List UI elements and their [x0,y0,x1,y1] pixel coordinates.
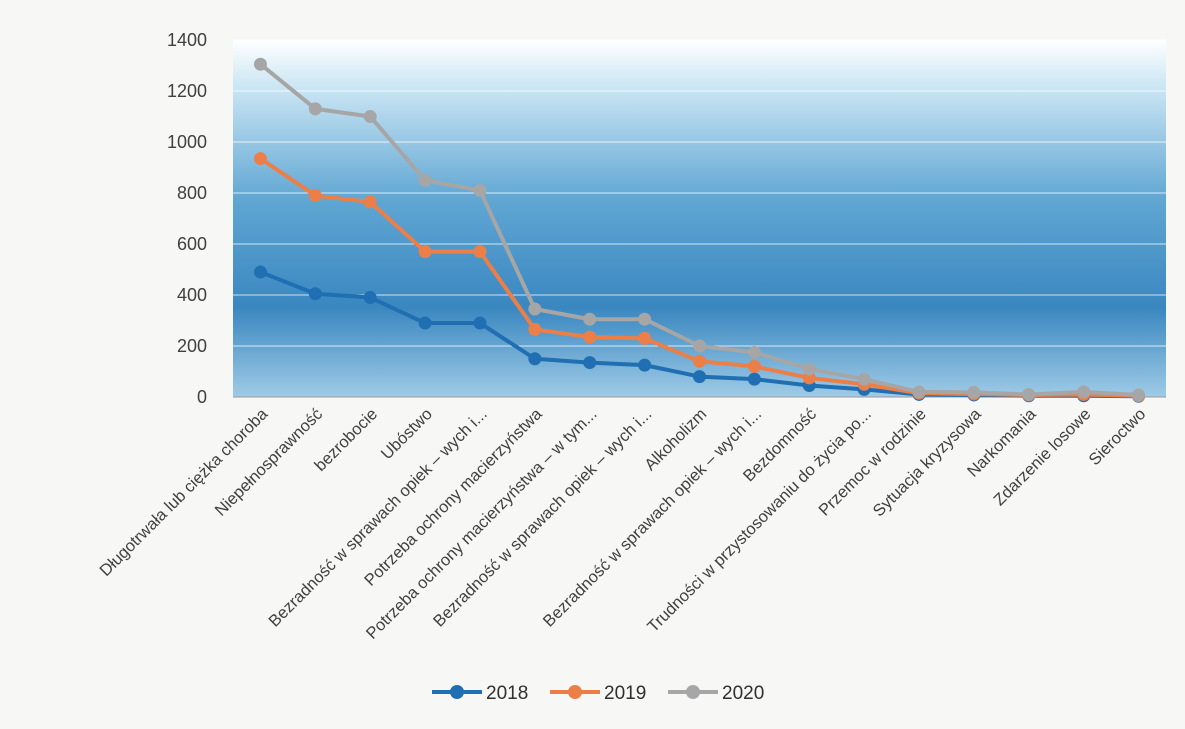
data-point [253,57,267,71]
data-point [693,339,706,353]
data-point [253,152,267,166]
legend-swatch-marker [568,685,582,699]
data-point [473,316,487,330]
y-axis: 0 200 400 600 800 1000 1200 1400 [167,30,207,407]
data-point [253,265,267,279]
data-point [363,291,377,305]
y-tick-label: 600 [177,234,207,254]
x-tick-label: Niepełnosprawność [212,405,327,520]
data-point [363,195,377,209]
y-tick-label: 1400 [167,30,207,50]
y-tick-label: 200 [177,336,207,356]
legend: 2018 2019 2020 [432,683,764,704]
data-point [308,189,322,203]
legend-item-2018: 2018 [432,683,528,704]
data-point [967,385,981,399]
x-tick-label: Przemoc w rodzinie [815,405,930,520]
y-tick-label: 1200 [167,81,207,101]
legend-label: 2018 [486,683,528,704]
x-tick-label: Sytuacja kryzysowa [870,405,986,521]
data-point [747,345,761,359]
data-point [1132,388,1146,402]
legend-item-2020: 2020 [668,683,764,704]
data-point [912,385,926,399]
data-point [1022,387,1036,401]
legend-swatch-marker [686,685,700,699]
data-point [363,110,377,123]
data-point [747,359,761,373]
series-2020 [253,57,1146,402]
data-point [583,330,597,344]
data-point [857,372,871,386]
data-point [528,302,542,316]
data-point [638,312,652,326]
data-point [802,362,816,376]
data-point [693,370,706,384]
y-tick-label: 800 [177,183,207,203]
data-point [473,245,487,259]
data-point [473,183,487,197]
data-point [418,173,432,187]
data-point [418,245,432,259]
legend-label: 2020 [722,683,764,704]
legend-swatch-marker [450,685,464,699]
series-lines [253,57,1146,403]
y-tick-label: 400 [177,285,207,305]
data-point [1077,385,1091,399]
data-point [308,287,322,301]
y-tick-label: 1000 [167,132,207,152]
data-point [747,372,761,386]
data-point [528,322,542,336]
data-point [693,354,706,368]
data-point [638,358,652,372]
data-point [638,331,652,345]
data-point [418,316,432,330]
data-point [528,352,542,366]
y-tick-label: 0 [197,387,207,407]
data-point [583,312,597,326]
x-tick-label: Zdarzenie losowe [990,405,1094,509]
x-tick-label: Sieroctwo [1085,405,1149,469]
data-point [583,356,597,370]
legend-item-2019: 2019 [550,683,646,704]
x-axis: Długotrwała lub ciężka chorobaNiepełnosp… [96,405,1149,643]
data-point [802,371,816,385]
x-tick-label: Ubóstwo [378,405,436,463]
data-point [308,102,322,116]
legend-label: 2019 [604,683,646,704]
